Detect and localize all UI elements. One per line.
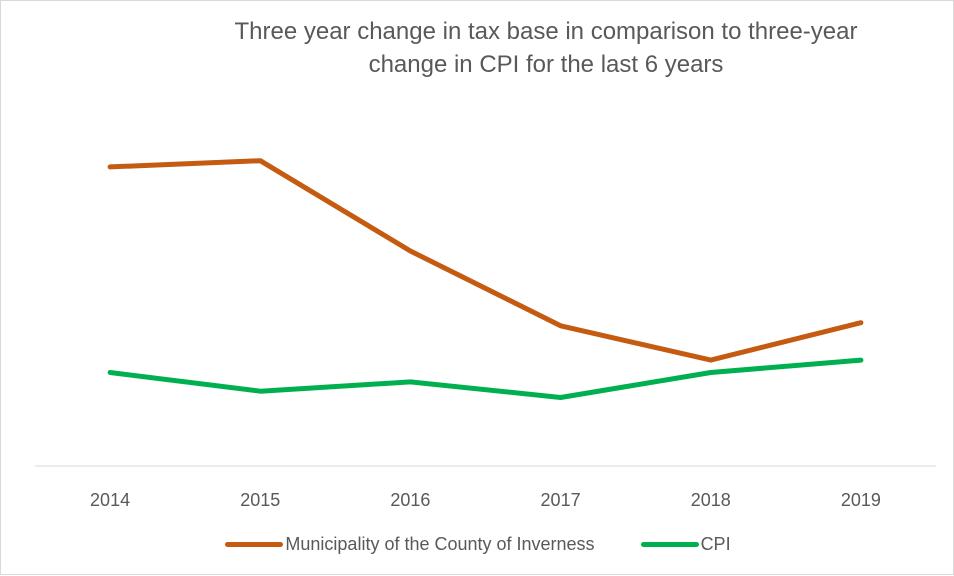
x-tick-label-2017: 2017 (541, 490, 581, 510)
chart-title-line-1: Three year change in tax base in compari… (234, 18, 858, 45)
data-point-municipality-2018 (710, 359, 712, 361)
chart-title-line-2: change in CPI for the last 6 years (368, 51, 724, 78)
legend-label-municipality: Municipality of the County of Inverness (285, 534, 595, 554)
data-point-cpi-2014 (109, 372, 111, 374)
series-line-cpi (107, 357, 864, 400)
data-point-cpi-2017 (560, 396, 562, 398)
data-point-municipality-2015 (259, 160, 261, 162)
legend: Municipality of the County of Inverness … (1, 534, 954, 555)
x-axis-ticks: 2014 2015 2016 2017 2018 2019 (90, 490, 881, 510)
legend-item-municipality: Municipality of the County of Inverness (225, 534, 595, 555)
data-point-municipality-2017 (560, 325, 562, 327)
data-point-cpi-2015 (259, 390, 261, 392)
x-tick-label-2016: 2016 (390, 490, 430, 510)
data-point-municipality-2016 (409, 250, 411, 252)
legend-swatch-municipality (225, 542, 284, 547)
data-point-municipality-2019 (860, 322, 862, 324)
chart-title: Three year change in tax base in compari… (111, 15, 954, 81)
data-point-municipality-2014 (109, 166, 111, 168)
x-tick-label-2019: 2019 (841, 490, 881, 510)
x-tick-label-2014: 2014 (90, 490, 130, 510)
series-group (107, 158, 864, 400)
legend-label-cpi: CPI (700, 534, 731, 554)
series-line-municipality (107, 158, 864, 363)
data-point-cpi-2019 (860, 359, 862, 361)
data-point-cpi-2018 (710, 372, 712, 374)
x-tick-label-2015: 2015 (240, 490, 280, 510)
data-point-cpi-2016 (409, 381, 411, 383)
legend-swatch-cpi (640, 542, 699, 547)
legend-item-cpi: CPI (640, 534, 731, 555)
x-tick-label-2018: 2018 (691, 490, 731, 510)
